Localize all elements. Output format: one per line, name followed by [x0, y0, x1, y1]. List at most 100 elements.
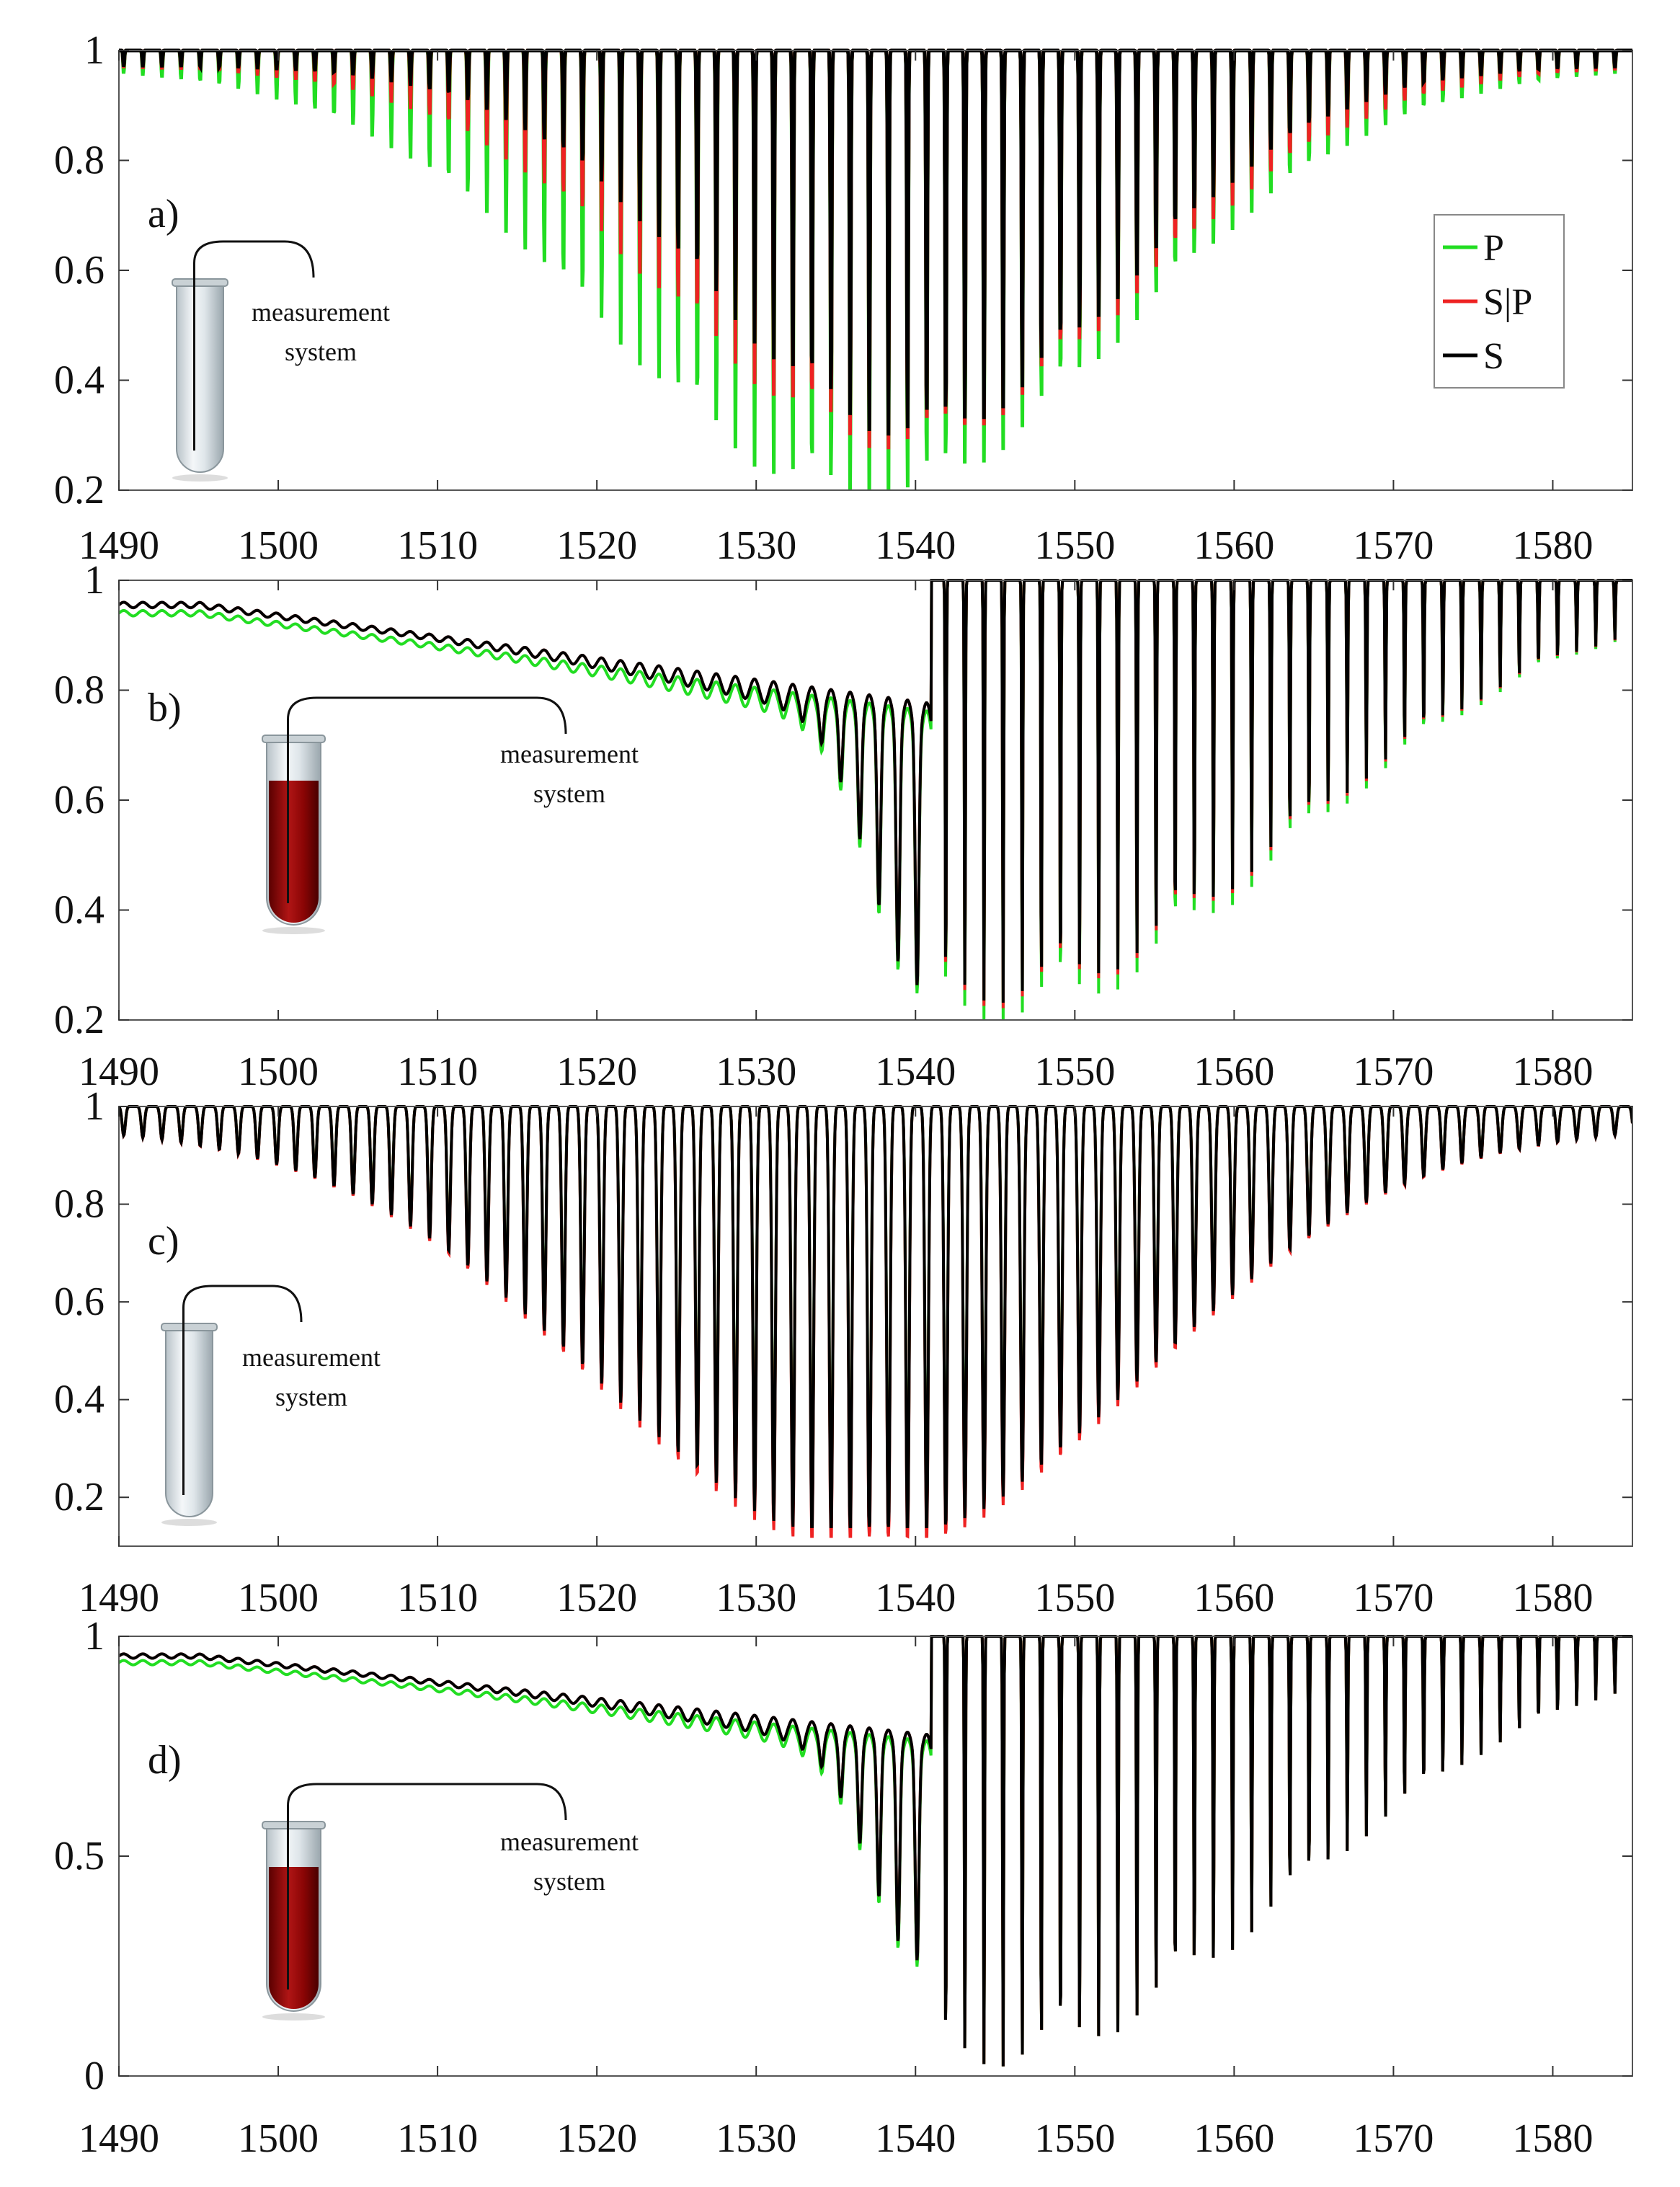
annotation-line-2: system: [275, 1383, 347, 1411]
x-tick-label: 1490: [79, 2116, 159, 2161]
x-tick-label: 1510: [397, 2116, 478, 2161]
x-tick-label: 1540: [875, 523, 956, 568]
chart-panel-d: 0 0.5 1 1490 1500 1510 1520 1530 1540 1550 1560 157…: [54, 1614, 1633, 2161]
panel-label: a): [148, 192, 179, 236]
fiber-probe: [287, 696, 567, 903]
y-tick-label: 0.8: [54, 1182, 105, 1227]
y-tick-label: 0.6: [54, 778, 105, 822]
x-tick-label: 1540: [875, 1050, 956, 1094]
tube-rim: [161, 1323, 218, 1331]
fiber-probe: [287, 1783, 567, 1989]
annotation-line-2: system: [533, 1867, 605, 1896]
y-tick-label: 1: [84, 1614, 105, 1659]
x-tick-label: 1530: [716, 1050, 796, 1094]
x-tick-label: 1520: [556, 1576, 637, 1620]
x-tick-label: 1490: [79, 1576, 159, 1620]
x-tick-label: 1550: [1034, 523, 1115, 568]
panel-label: d): [148, 1738, 182, 1783]
x-tick-label: 1500: [238, 523, 319, 568]
tube-rim: [172, 278, 228, 287]
series-line-s: [119, 1635, 1632, 2067]
x-tick-label: 1510: [397, 1050, 478, 1094]
chart-panel-b: 0.2 0.4 0.6 0.8 1 1490 1500 1510 1520 1530 1540 155…: [54, 558, 1633, 1094]
y-tick-label: 0.5: [54, 1834, 105, 1878]
x-tick-label: 1570: [1353, 1050, 1434, 1094]
y-tick-label: 0.2: [54, 1475, 105, 1520]
legend-label: S: [1483, 336, 1504, 377]
series-line-s: [119, 1105, 1632, 1528]
annotation-line-2: system: [533, 779, 605, 808]
panel-label: c): [148, 1219, 179, 1264]
x-tick-label: 1490: [79, 1050, 159, 1094]
y-tick-label: 0.2: [54, 998, 105, 1042]
x-tick-label: 1510: [397, 523, 478, 568]
test-tube-icon: [262, 1783, 567, 2020]
x-tick-label: 1570: [1353, 1576, 1434, 1620]
x-tick-label: 1500: [238, 1050, 319, 1094]
annotation-line-2: system: [285, 337, 357, 366]
legend-label: S|P: [1483, 282, 1532, 323]
y-tick-label: 0.2: [54, 468, 105, 513]
x-tick-label: 1560: [1194, 523, 1274, 568]
x-tick-label: 1550: [1034, 1050, 1115, 1094]
x-tick-label: 1530: [716, 1576, 796, 1620]
test-tube-icon: [161, 1285, 303, 1526]
x-tick-label: 1580: [1512, 1050, 1593, 1094]
x-tick-label: 1520: [556, 1050, 637, 1094]
tube-rim: [262, 1821, 326, 1829]
y-tick-label: 1: [84, 1084, 105, 1129]
fiber-probe: [193, 240, 315, 451]
tube-rim: [262, 735, 326, 743]
x-tick-label: 1550: [1034, 1576, 1115, 1620]
tube-shadow: [172, 474, 228, 482]
tube-blood: [269, 781, 319, 923]
tube-shadow: [161, 1519, 217, 1526]
x-tick-label: 1570: [1353, 523, 1434, 568]
annotation-line-1: measurement: [252, 298, 390, 327]
x-tick-label: 1500: [238, 1576, 319, 1620]
x-tick-label: 1580: [1512, 1576, 1593, 1620]
x-tick-label: 1510: [397, 1576, 478, 1620]
y-tick-label: 0: [84, 2054, 105, 2098]
fiber-probe: [182, 1285, 303, 1495]
series-line-s: [119, 579, 1632, 1003]
test-tube-icon: [172, 240, 315, 482]
y-tick-label: 0.8: [54, 668, 105, 713]
y-tick-label: 0.4: [54, 358, 105, 403]
panel-label: b): [148, 686, 182, 730]
tube-glass: [165, 1328, 213, 1517]
legend: P S|P S: [1434, 214, 1565, 389]
tube-shadow: [262, 927, 325, 934]
x-tick-label: 1500: [238, 2116, 319, 2161]
y-tick-label: 0.6: [54, 1279, 105, 1324]
x-tick-label: 1520: [556, 523, 637, 568]
annotation-line-1: measurement: [242, 1343, 381, 1372]
y-tick-label: 1: [84, 558, 105, 603]
annotation-line-1: measurement: [500, 740, 639, 768]
x-tick-label: 1560: [1194, 1050, 1274, 1094]
y-tick-label: 0.6: [54, 248, 105, 293]
tube-blood: [269, 1867, 319, 2009]
x-tick-label: 1560: [1194, 1576, 1274, 1620]
y-tick-label: 0.4: [54, 1378, 105, 1422]
axis-frame: [118, 1106, 1633, 1547]
x-tick-label: 1570: [1353, 2116, 1434, 2161]
axis-frame: [118, 50, 1633, 491]
annotation-line-1: measurement: [500, 1827, 639, 1856]
x-tick-label: 1540: [875, 2116, 956, 2161]
y-tick-label: 0.4: [54, 888, 105, 933]
x-tick-label: 1580: [1512, 523, 1593, 568]
y-tick-label: 0.8: [54, 138, 105, 183]
x-tick-label: 1580: [1512, 2116, 1593, 2161]
x-tick-label: 1540: [875, 1576, 956, 1620]
x-tick-label: 1560: [1194, 2116, 1274, 2161]
legend-label: P: [1483, 228, 1504, 269]
chart-panel-c: 0.2 0.4 0.6 0.8 1 1490 1500 1510 1520 1530 1540 155…: [54, 1084, 1633, 1620]
tube-glass: [176, 284, 224, 473]
y-tick-label: 1: [84, 28, 105, 73]
series-line-p: [119, 48, 1632, 490]
tube-shadow: [262, 2013, 325, 2020]
x-tick-label: 1490: [79, 523, 159, 568]
test-tube-icon: [262, 696, 567, 934]
